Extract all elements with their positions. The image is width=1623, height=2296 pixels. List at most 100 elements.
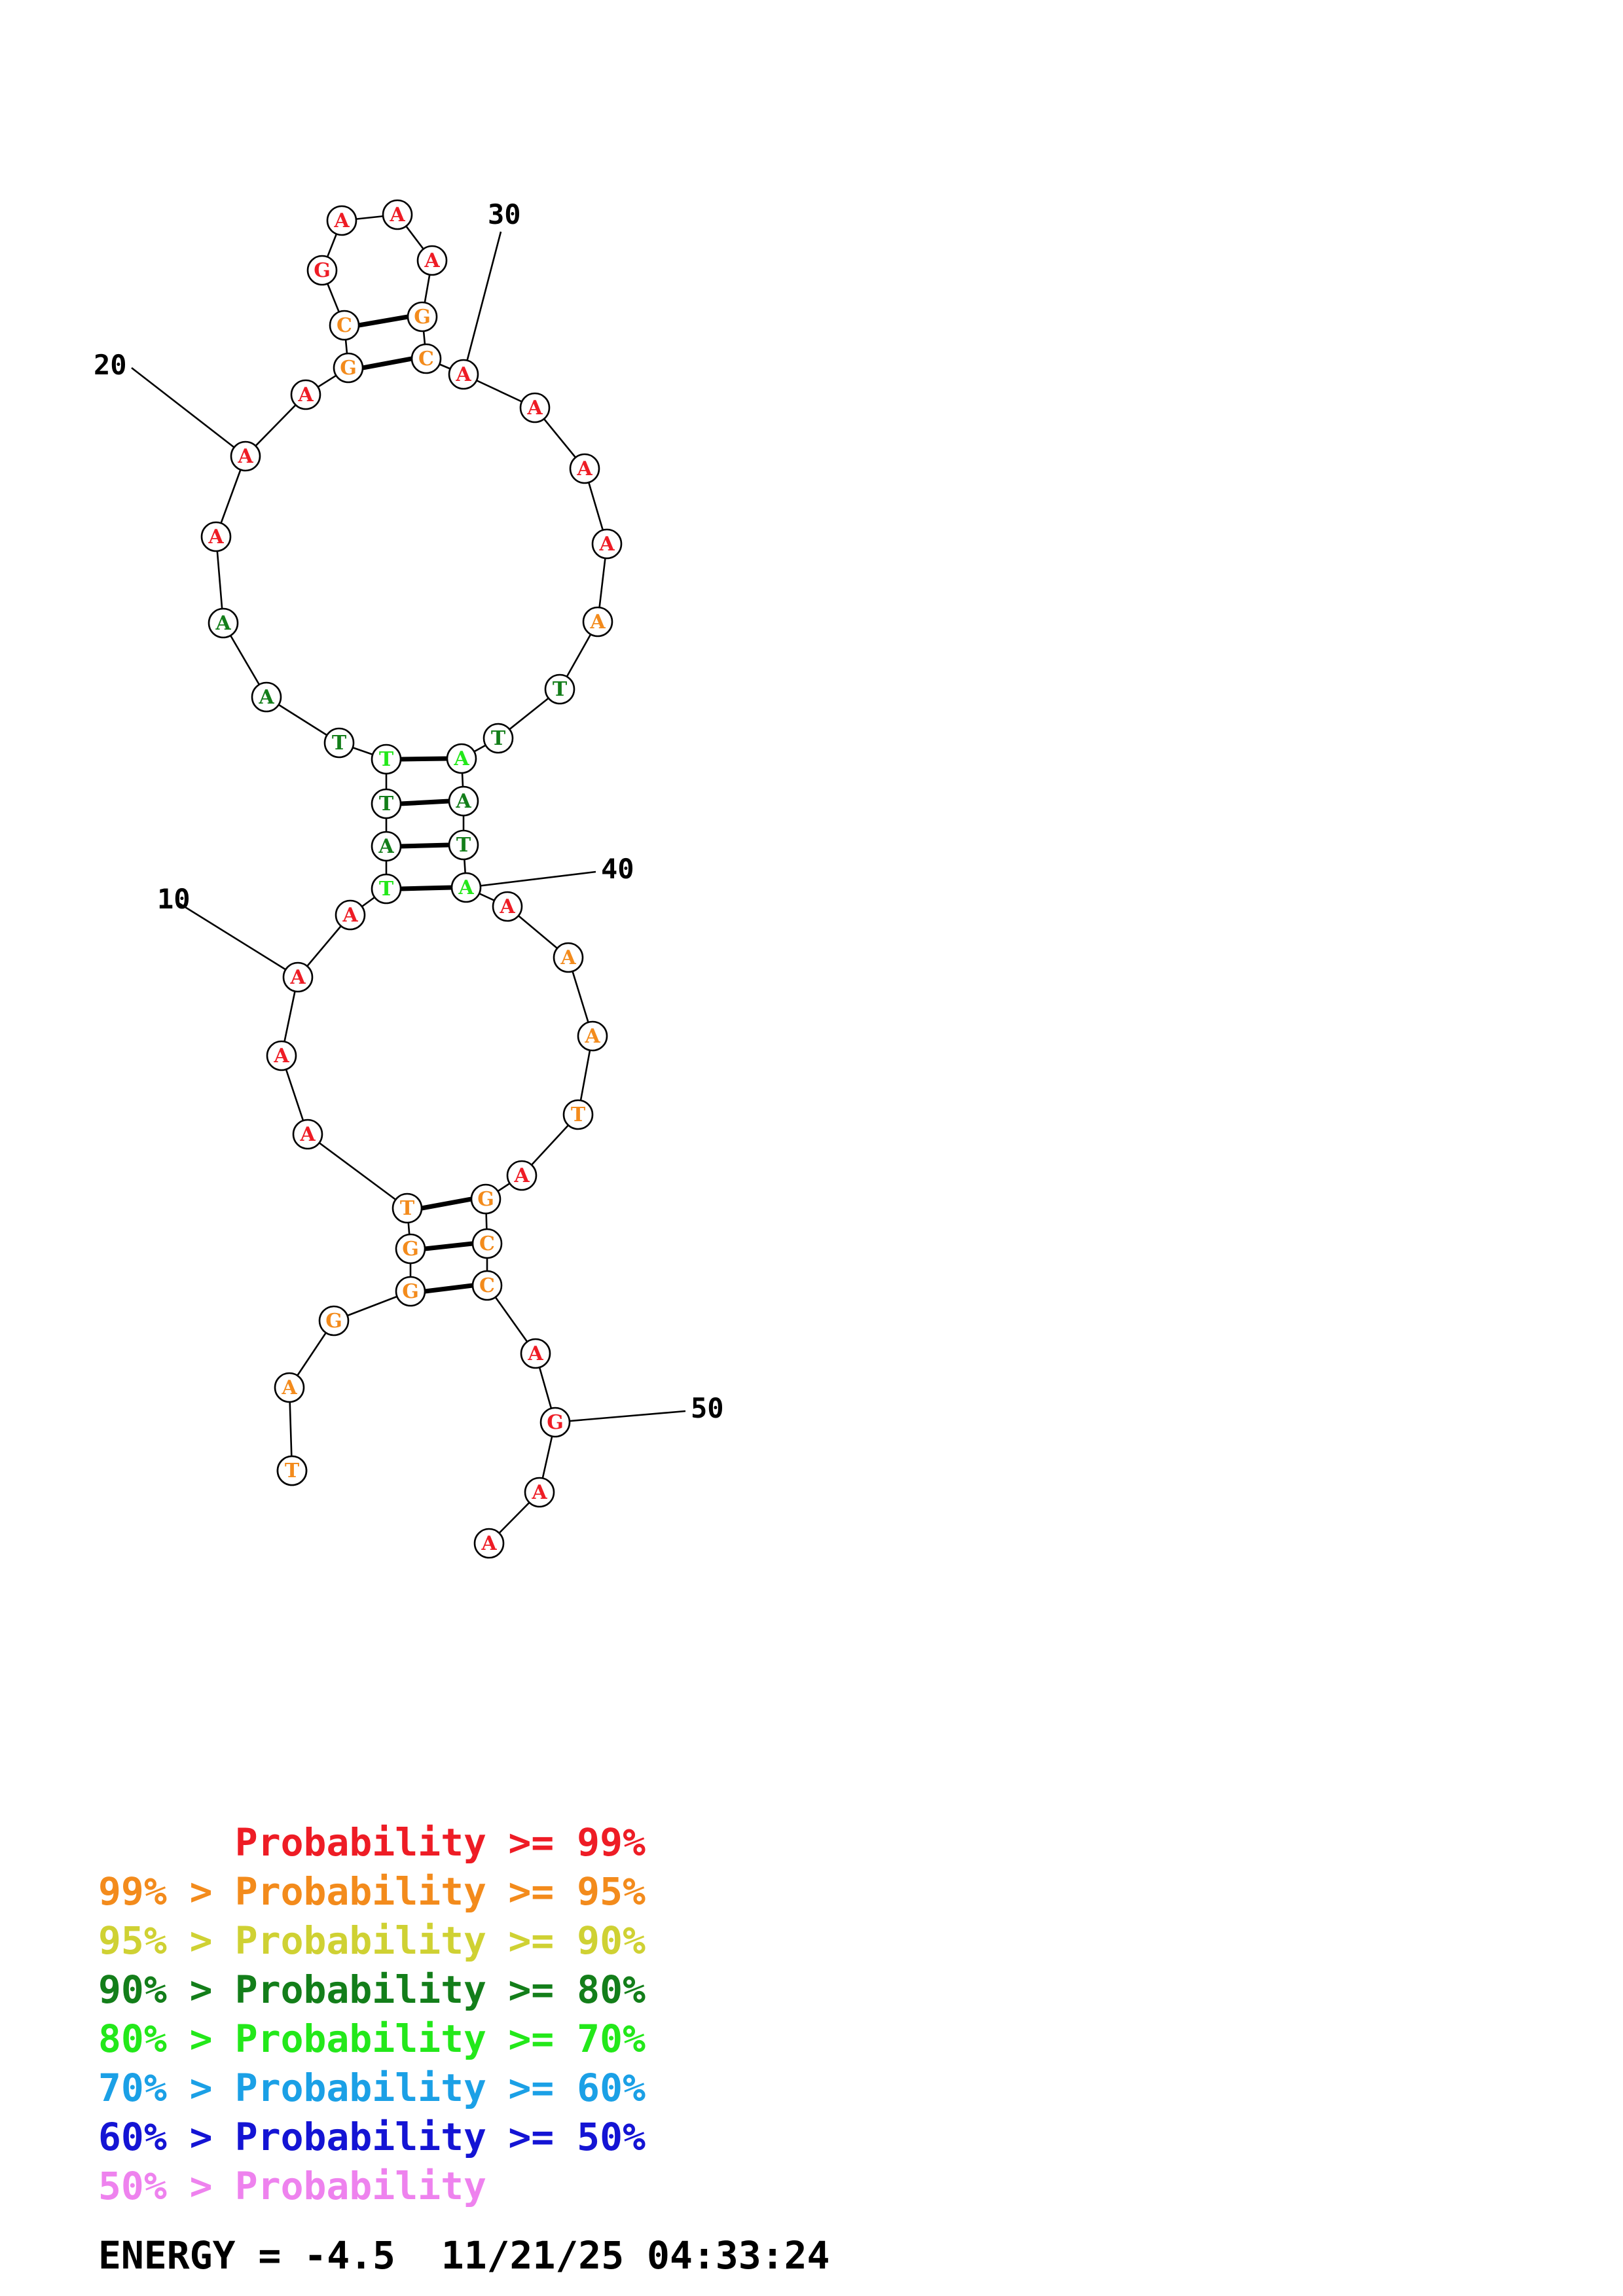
nucleotide-circle — [410, 343, 442, 374]
nucleotide-34: A — [582, 606, 613, 637]
nucleotide-circle — [473, 1528, 505, 1559]
nucleotide-12: T — [371, 873, 402, 905]
nucleotide-letter: G — [325, 1310, 342, 1333]
legend-prefix: 95% > — [98, 1918, 213, 1963]
nucleotide-letter: A — [389, 204, 405, 226]
nucleotide-13: A — [371, 831, 402, 862]
nucleotide-letter: A — [513, 1164, 530, 1187]
nucleotide-letter: A — [598, 533, 615, 556]
nucleotide-32: A — [569, 453, 600, 484]
nucleotide-circle — [276, 1455, 308, 1486]
nucleotide-letter: A — [299, 1123, 316, 1146]
nucleotide-letter: A — [333, 209, 350, 232]
nucleotide-10: A — [282, 961, 314, 993]
nucleotide-letter: A — [499, 895, 515, 918]
nucleotide-letter: A — [208, 526, 224, 548]
nucleotide-14: T — [371, 788, 402, 819]
nucleotide-circle — [326, 205, 357, 236]
position-leader-line — [462, 231, 502, 375]
nucleotide-circle — [416, 245, 448, 276]
nucleotide-50: G — [539, 1407, 571, 1438]
nucleotide-circle — [544, 673, 575, 705]
nucleotide-15: T — [371, 744, 402, 775]
nucleotide-circle — [582, 606, 613, 637]
nucleotide-letter: C — [479, 1274, 495, 1297]
legend-threshold: >= 95% — [508, 1869, 646, 1914]
nucleotide-circle — [407, 301, 438, 332]
legend-probability-label: Probability — [235, 2017, 486, 2061]
nucleotide-39: T — [448, 829, 479, 861]
nucleotide-letter: A — [378, 835, 394, 858]
nucleotide-circle — [506, 1160, 538, 1191]
legend-probability-label: Probability — [235, 1869, 486, 1914]
nucleotide-letter: G — [402, 1238, 419, 1261]
nucleotide-circle — [290, 379, 321, 410]
nucleotide-circle — [208, 607, 239, 639]
legend-row: Probability >= 99% — [235, 1820, 646, 1865]
nucleotide-letter: G — [414, 306, 431, 329]
nucleotide-circle — [371, 831, 402, 862]
nucleotide-46: G — [470, 1183, 501, 1215]
nucleotide-circle — [448, 829, 479, 861]
legend-row: 95% > Probability >= 90% — [98, 1918, 646, 1963]
nucleotide-circle — [230, 440, 261, 472]
nucleotide-circle — [483, 723, 514, 754]
legend-prefix: 90% > — [98, 1967, 213, 2012]
nucleotide-11: A — [335, 899, 366, 931]
legend-probability-label: Probability — [235, 1967, 486, 2012]
position-number-20: 20 — [94, 349, 127, 381]
nucleotide-letter: C — [479, 1232, 495, 1255]
nucleotide-5: G — [395, 1276, 426, 1307]
legend-prefix: 50% > — [98, 2164, 213, 2208]
nucleotide-letter: A — [297, 384, 314, 406]
nucleotide-letter: A — [289, 966, 306, 989]
nucleotide-letter: A — [527, 1342, 543, 1365]
nucleotide-letter: G — [547, 1411, 564, 1434]
nucleotide-circle — [448, 785, 479, 817]
nucleotide-20: A — [230, 440, 261, 472]
base-pair-bond — [421, 1196, 472, 1211]
nucleotide-letter: T — [379, 878, 394, 901]
nucleotide-35: T — [544, 673, 575, 705]
nucleotide-17: A — [251, 681, 282, 713]
nucleotide-36: T — [483, 723, 514, 754]
nucleotide-26: A — [382, 199, 413, 230]
base-pair-bond — [400, 798, 450, 806]
position-number-10: 10 — [157, 883, 191, 915]
nucleotide-8: A — [292, 1119, 323, 1150]
nucleotide-21: A — [290, 379, 321, 410]
nucleotide-letter: A — [342, 904, 358, 927]
nucleotide-circle — [450, 872, 482, 903]
nucleotide-44: T — [562, 1099, 594, 1130]
nucleotide-circle — [520, 1338, 551, 1369]
nucleotide-circle — [524, 1477, 555, 1508]
nucleotide-circle — [371, 788, 402, 819]
nucleotide-33: A — [591, 528, 623, 560]
nucleotide-letter: G — [477, 1188, 494, 1211]
nucleotide-letter: A — [281, 1376, 297, 1399]
nucleotide-41: A — [492, 891, 523, 922]
nucleotide-43: A — [577, 1020, 608, 1052]
nucleotide-letter: A — [273, 1045, 289, 1067]
nucleotide-3: A — [274, 1372, 305, 1403]
legend-prefix: 99% > — [98, 1869, 213, 1914]
legend-threshold: >= 90% — [508, 1918, 646, 1963]
nucleotide-45: A — [506, 1160, 538, 1191]
nucleotide-circle — [395, 1276, 426, 1307]
nucleotide-circle — [266, 1040, 297, 1071]
backbone-link — [307, 1133, 408, 1210]
nucleotide-circle — [446, 743, 477, 774]
legend-prefix: 70% > — [98, 2066, 213, 2110]
nucleotide-38: A — [448, 785, 479, 817]
nucleotide-letter: T — [491, 727, 506, 750]
nucleotide-6: T — [392, 1193, 423, 1224]
nucleotide-circle — [323, 727, 355, 759]
nucleotide-letter: A — [453, 747, 469, 770]
position-number-50: 50 — [691, 1392, 724, 1424]
legend-row: 90% > Probability >= 80% — [98, 1967, 646, 2012]
energy-line: ENERGY = -4.5 11/21/25 04:33:24 — [98, 2233, 830, 2278]
nucleotide-letter: G — [340, 357, 357, 380]
nucleotide-24: G — [306, 255, 338, 286]
nucleotide-circle — [448, 359, 479, 390]
nucleotide-circle — [329, 310, 360, 341]
